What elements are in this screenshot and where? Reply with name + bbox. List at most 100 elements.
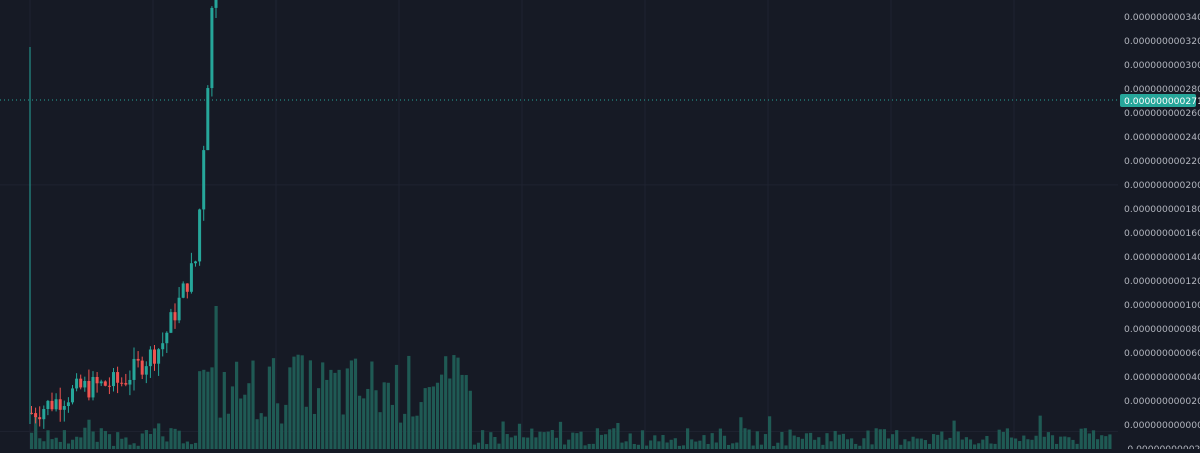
volume-bar	[222, 372, 226, 449]
volume-bars	[30, 305, 1112, 449]
volume-bar	[563, 444, 567, 449]
volume-bar	[210, 367, 214, 449]
candle-up[interactable]	[83, 380, 87, 388]
candle-down[interactable]	[50, 400, 54, 410]
candle-down[interactable]	[58, 399, 62, 410]
candle-up[interactable]	[214, 0, 218, 8]
volume-bar	[132, 443, 136, 449]
candle-up[interactable]	[128, 379, 132, 385]
candle-up[interactable]	[112, 372, 115, 387]
candle-up[interactable]	[181, 283, 185, 298]
candle-down[interactable]	[116, 372, 120, 383]
volume-bar	[1108, 434, 1112, 449]
candle-up[interactable]	[165, 332, 169, 344]
candle-up[interactable]	[161, 343, 165, 350]
volume-bar	[862, 438, 866, 449]
volume-bar	[329, 369, 333, 449]
volume-bar	[653, 435, 657, 449]
candle-down[interactable]	[120, 382, 124, 384]
candle-up[interactable]	[91, 376, 95, 398]
candle-up[interactable]	[194, 261, 197, 264]
volume-bar	[968, 439, 973, 449]
volume-bar	[280, 423, 284, 449]
candle-up[interactable]	[99, 381, 103, 384]
volume-bar	[698, 440, 702, 449]
volume-bar	[1091, 430, 1096, 449]
candle-down[interactable]	[30, 412, 33, 414]
candle-down[interactable]	[173, 312, 177, 321]
candle-up[interactable]	[202, 150, 206, 210]
volume-bar	[899, 444, 903, 449]
candle-up[interactable]	[132, 358, 136, 380]
volume-bar	[891, 434, 895, 449]
volume-bar	[202, 369, 206, 449]
candle-up[interactable]	[46, 400, 50, 409]
candle-down[interactable]	[153, 349, 156, 364]
candle-up[interactable]	[206, 88, 210, 151]
candle-up[interactable]	[177, 297, 181, 321]
volume-bar	[686, 428, 690, 449]
candle-up[interactable]	[210, 7, 214, 89]
volume-bar	[886, 438, 891, 449]
volume-bar	[505, 434, 509, 449]
candle-down[interactable]	[107, 385, 111, 387]
candle-up[interactable]	[54, 399, 58, 410]
candle-down[interactable]	[38, 417, 42, 420]
candle-up[interactable]	[144, 366, 148, 375]
candlesticks[interactable]	[30, 0, 1111, 429]
candle-down[interactable]	[136, 358, 140, 361]
candle-down[interactable]	[87, 380, 91, 398]
candle-up[interactable]	[148, 349, 152, 367]
volume-bar	[489, 432, 493, 449]
candle-down[interactable]	[140, 360, 144, 375]
volume-bar	[710, 433, 714, 449]
volume-bar	[206, 371, 210, 449]
volume-bar	[530, 428, 534, 449]
volume-bar	[1009, 437, 1014, 449]
candle-up[interactable]	[66, 402, 70, 407]
volume-bar	[259, 413, 263, 449]
volume-bar	[87, 419, 91, 449]
candle-up[interactable]	[189, 263, 193, 292]
volume-bar	[1075, 443, 1079, 449]
volume-bar	[915, 438, 919, 449]
volume-bar	[1022, 435, 1026, 449]
volume-bar	[792, 435, 796, 449]
volume-bar	[817, 437, 821, 449]
candle-up[interactable]	[169, 312, 173, 333]
volume-bar	[1087, 433, 1091, 449]
candle-down[interactable]	[79, 378, 83, 388]
volume-bar	[608, 429, 612, 449]
volume-bar	[952, 420, 956, 449]
volume-bar	[718, 428, 722, 449]
last-price-badge: 0.0000000002713	[1120, 94, 1200, 107]
volume-bar	[763, 434, 768, 449]
volume-bar	[956, 431, 960, 449]
candle-up[interactable]	[62, 406, 66, 410]
candle-down[interactable]	[95, 376, 99, 384]
candle-down[interactable]	[124, 383, 128, 385]
volume-bar	[407, 355, 411, 449]
candle-down[interactable]	[34, 413, 38, 418]
candle-up[interactable]	[71, 388, 74, 403]
candle-up[interactable]	[198, 209, 202, 262]
volume-bar	[419, 402, 423, 449]
volume-bar	[1042, 436, 1046, 449]
volume-bar	[841, 433, 845, 449]
volume-bar	[661, 434, 665, 449]
volume-bar	[932, 434, 936, 449]
candle-up[interactable]	[157, 349, 161, 364]
volume-bar	[153, 428, 157, 449]
volume-bar	[948, 437, 952, 449]
candle-up[interactable]	[75, 378, 79, 389]
candle-down[interactable]	[103, 381, 107, 386]
candle-up[interactable]	[42, 408, 46, 420]
volume-bar	[522, 437, 526, 449]
candle-down[interactable]	[185, 283, 189, 292]
